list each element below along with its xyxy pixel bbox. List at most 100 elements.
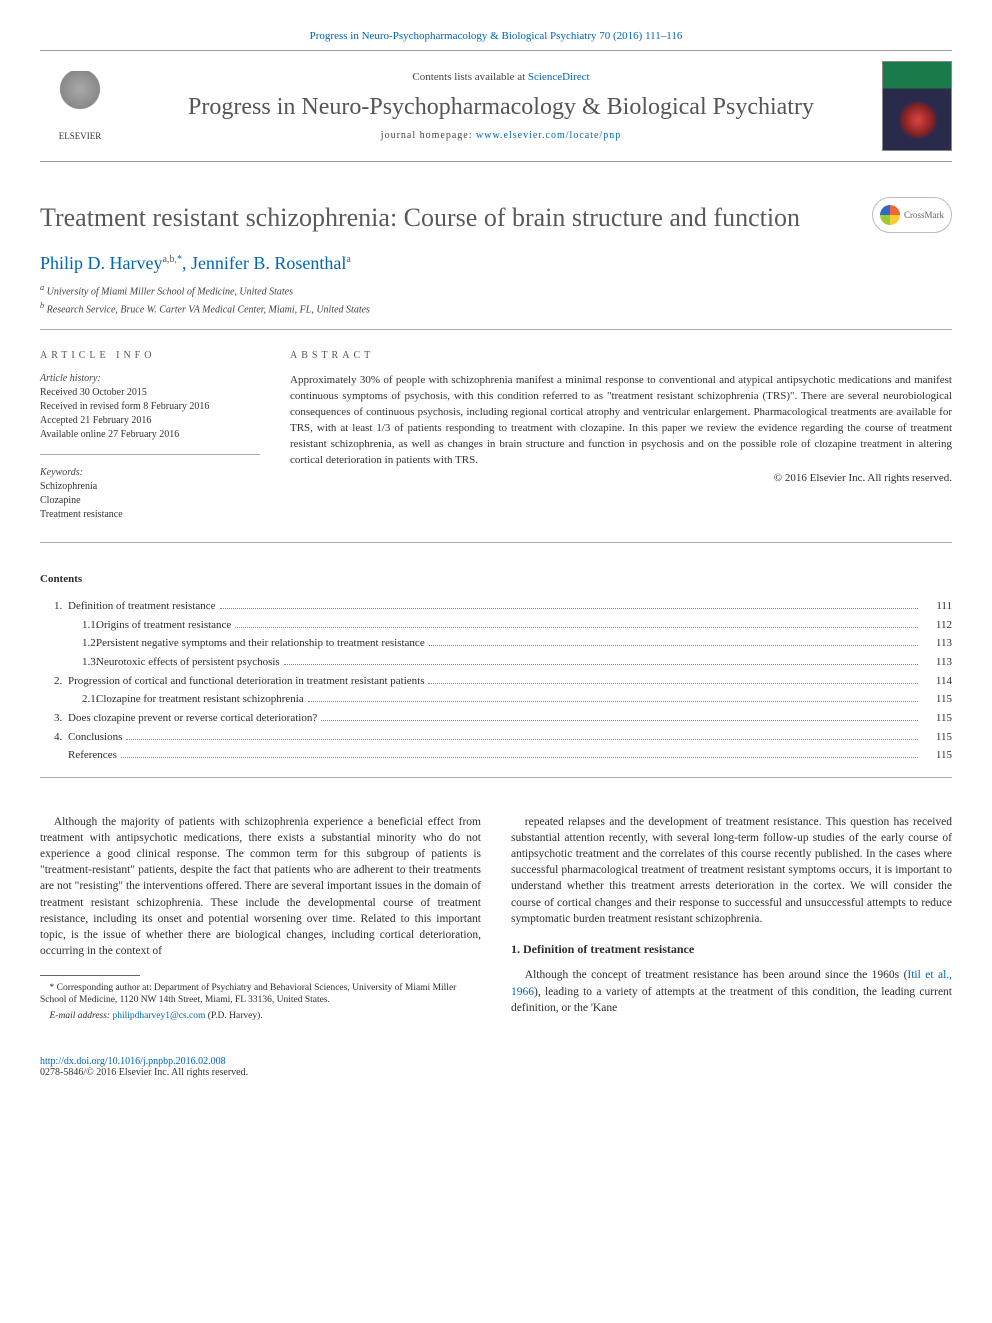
section-1-heading: 1. Definition of treatment resistance bbox=[511, 941, 952, 958]
abstract-text: Approximately 30% of people with schizop… bbox=[290, 373, 952, 469]
crossmark-label: CrossMark bbox=[904, 210, 944, 220]
toc-row[interactable]: 3.Does clozapine prevent or reverse cort… bbox=[40, 709, 952, 728]
issn-copyright: 0278-5846/© 2016 Elsevier Inc. All right… bbox=[40, 1067, 248, 1078]
toc-label: Persistent negative symptoms and their r… bbox=[96, 634, 425, 653]
abstract-copyright: © 2016 Elsevier Inc. All rights reserved… bbox=[290, 472, 952, 484]
contents-available-pre: Contents lists available at bbox=[412, 71, 527, 83]
author-1-affil-markers: a,b, bbox=[162, 254, 176, 265]
toc-label: Definition of treatment resistance bbox=[68, 597, 216, 616]
toc-leader-dots bbox=[220, 608, 918, 609]
toc-label: Origins of treatment resistance bbox=[96, 616, 231, 635]
journal-header-center: Contents lists available at ScienceDirec… bbox=[120, 71, 882, 141]
abstract-column: abstract Approximately 30% of people wit… bbox=[290, 350, 952, 522]
toc-page: 113 bbox=[922, 653, 952, 672]
toc-number: 1.3. bbox=[40, 653, 96, 672]
toc-number: 1.2. bbox=[40, 634, 96, 653]
affiliations: a University of Miami Miller School of M… bbox=[40, 282, 952, 317]
toc-label: Progression of cortical and functional d… bbox=[68, 672, 424, 691]
toc-leader-dots bbox=[121, 757, 918, 758]
elsevier-logo[interactable]: ELSEVIER bbox=[40, 61, 120, 151]
affil-text-b: Research Service, Bruce W. Carter VA Med… bbox=[47, 304, 370, 315]
toc-label: Conclusions bbox=[68, 728, 122, 747]
doi-link[interactable]: http://dx.doi.org/10.1016/j.pnpbp.2016.0… bbox=[40, 1056, 226, 1067]
toc-page: 115 bbox=[922, 690, 952, 709]
toc-label: Does clozapine prevent or reverse cortic… bbox=[68, 709, 317, 728]
article-title: Treatment resistant schizophrenia: Cours… bbox=[40, 202, 952, 233]
toc-leader-dots bbox=[321, 720, 918, 721]
body-text: Although the majority of patients with s… bbox=[40, 814, 952, 1028]
crossmark-badge[interactable]: CrossMark bbox=[872, 197, 952, 233]
toc-page: 111 bbox=[922, 597, 952, 616]
footnote-separator bbox=[40, 975, 140, 976]
toc-number: 1. bbox=[40, 597, 68, 616]
author-2[interactable]: , Jennifer B. Rosenthal bbox=[182, 253, 346, 273]
elsevier-tree-icon bbox=[55, 71, 105, 131]
article-info-column: article info Article history: Received 3… bbox=[40, 350, 260, 522]
affil-text-a: University of Miami Miller School of Med… bbox=[47, 287, 293, 298]
keyword-2: Clozapine bbox=[40, 494, 260, 508]
toc-number: 3. bbox=[40, 709, 68, 728]
author-list: Philip D. Harveya,b,*, Jennifer B. Rosen… bbox=[40, 253, 952, 274]
toc-leader-dots bbox=[428, 683, 918, 684]
homepage-label: journal homepage: bbox=[381, 130, 476, 141]
sciencedirect-link[interactable]: ScienceDirect bbox=[528, 71, 590, 83]
affiliation-a: a University of Miami Miller School of M… bbox=[40, 282, 952, 299]
toc-number: 4. bbox=[40, 728, 68, 747]
body-para-3: Although the concept of treatment resist… bbox=[511, 967, 952, 1015]
info-abstract-row: article info Article history: Received 3… bbox=[40, 350, 952, 543]
toc-row[interactable]: References115 bbox=[40, 746, 952, 765]
keyword-3: Treatment resistance bbox=[40, 508, 260, 522]
toc-number: 1.1. bbox=[40, 616, 96, 635]
para3-post: ), leading to a variety of attempts at t… bbox=[511, 986, 952, 1014]
running-head-link[interactable]: Progress in Neuro-Psychopharmacology & B… bbox=[310, 30, 683, 42]
toc-label: References bbox=[68, 746, 117, 765]
toc-page: 115 bbox=[922, 728, 952, 747]
running-head-journal: Progress in Neuro-Psychopharmacology & B… bbox=[310, 30, 597, 42]
history-label: Article history: bbox=[40, 373, 260, 384]
toc-page: 114 bbox=[922, 672, 952, 691]
running-head: Progress in Neuro-Psychopharmacology & B… bbox=[40, 30, 952, 42]
body-para-2: repeated relapses and the development of… bbox=[511, 814, 952, 927]
toc-row[interactable]: 2.1.Clozapine for treatment resistant sc… bbox=[40, 690, 952, 709]
homepage-link[interactable]: www.elsevier.com/locate/pnp bbox=[476, 130, 621, 141]
toc-row[interactable]: 1.2.Persistent negative symptoms and the… bbox=[40, 634, 952, 653]
para3-pre: Although the concept of treatment resist… bbox=[525, 969, 908, 981]
elsevier-logo-text: ELSEVIER bbox=[59, 131, 102, 141]
toc-row[interactable]: 4.Conclusions 115 bbox=[40, 728, 952, 747]
contents-heading: Contents bbox=[40, 573, 952, 585]
corresponding-author-footnote: * Corresponding author at: Department of… bbox=[40, 982, 481, 1022]
email-suffix: (P.D. Harvey). bbox=[205, 1011, 262, 1021]
keywords-label: Keywords: bbox=[40, 467, 260, 478]
keyword-1: Schizophrenia bbox=[40, 480, 260, 494]
affiliation-b: b Research Service, Bruce W. Carter VA M… bbox=[40, 300, 952, 317]
toc-number: 2. bbox=[40, 672, 68, 691]
author-2-affil-marker: a bbox=[346, 254, 350, 265]
crossmark-icon bbox=[880, 205, 900, 225]
toc-row[interactable]: 1.Definition of treatment resistance 111 bbox=[40, 597, 952, 616]
journal-header: ELSEVIER Contents lists available at Sci… bbox=[40, 50, 952, 162]
history-accepted: Accepted 21 February 2016 bbox=[40, 414, 260, 428]
table-of-contents: 1.Definition of treatment resistance1111… bbox=[40, 597, 952, 765]
journal-cover-thumbnail[interactable] bbox=[882, 61, 952, 151]
corr-email-link[interactable]: philipdharvey1@cs.com bbox=[112, 1011, 205, 1021]
journal-name: Progress in Neuro-Psychopharmacology & B… bbox=[120, 93, 882, 122]
toc-leader-dots bbox=[126, 739, 918, 740]
toc-number: 2.1. bbox=[40, 690, 96, 709]
toc-page: 113 bbox=[922, 634, 952, 653]
divider bbox=[40, 329, 952, 330]
toc-label: Neurotoxic effects of persistent psychos… bbox=[96, 653, 280, 672]
toc-row[interactable]: 1.3.Neurotoxic effects of persistent psy… bbox=[40, 653, 952, 672]
journal-homepage-line: journal homepage: www.elsevier.com/locat… bbox=[120, 130, 882, 141]
toc-leader-dots bbox=[308, 701, 918, 702]
history-received: Received 30 October 2015 bbox=[40, 386, 260, 400]
toc-page: 115 bbox=[922, 709, 952, 728]
article-history: Article history: Received 30 October 201… bbox=[40, 373, 260, 455]
toc-leader-dots bbox=[284, 664, 918, 665]
author-1[interactable]: Philip D. Harvey bbox=[40, 253, 162, 273]
history-revised: Received in revised form 8 February 2016 bbox=[40, 400, 260, 414]
article-info-heading: article info bbox=[40, 350, 260, 361]
toc-row[interactable]: 2.Progression of cortical and functional… bbox=[40, 672, 952, 691]
toc-leader-dots bbox=[429, 645, 918, 646]
body-para-1: Although the majority of patients with s… bbox=[40, 814, 481, 959]
toc-row[interactable]: 1.1.Origins of treatment resistance112 bbox=[40, 616, 952, 635]
